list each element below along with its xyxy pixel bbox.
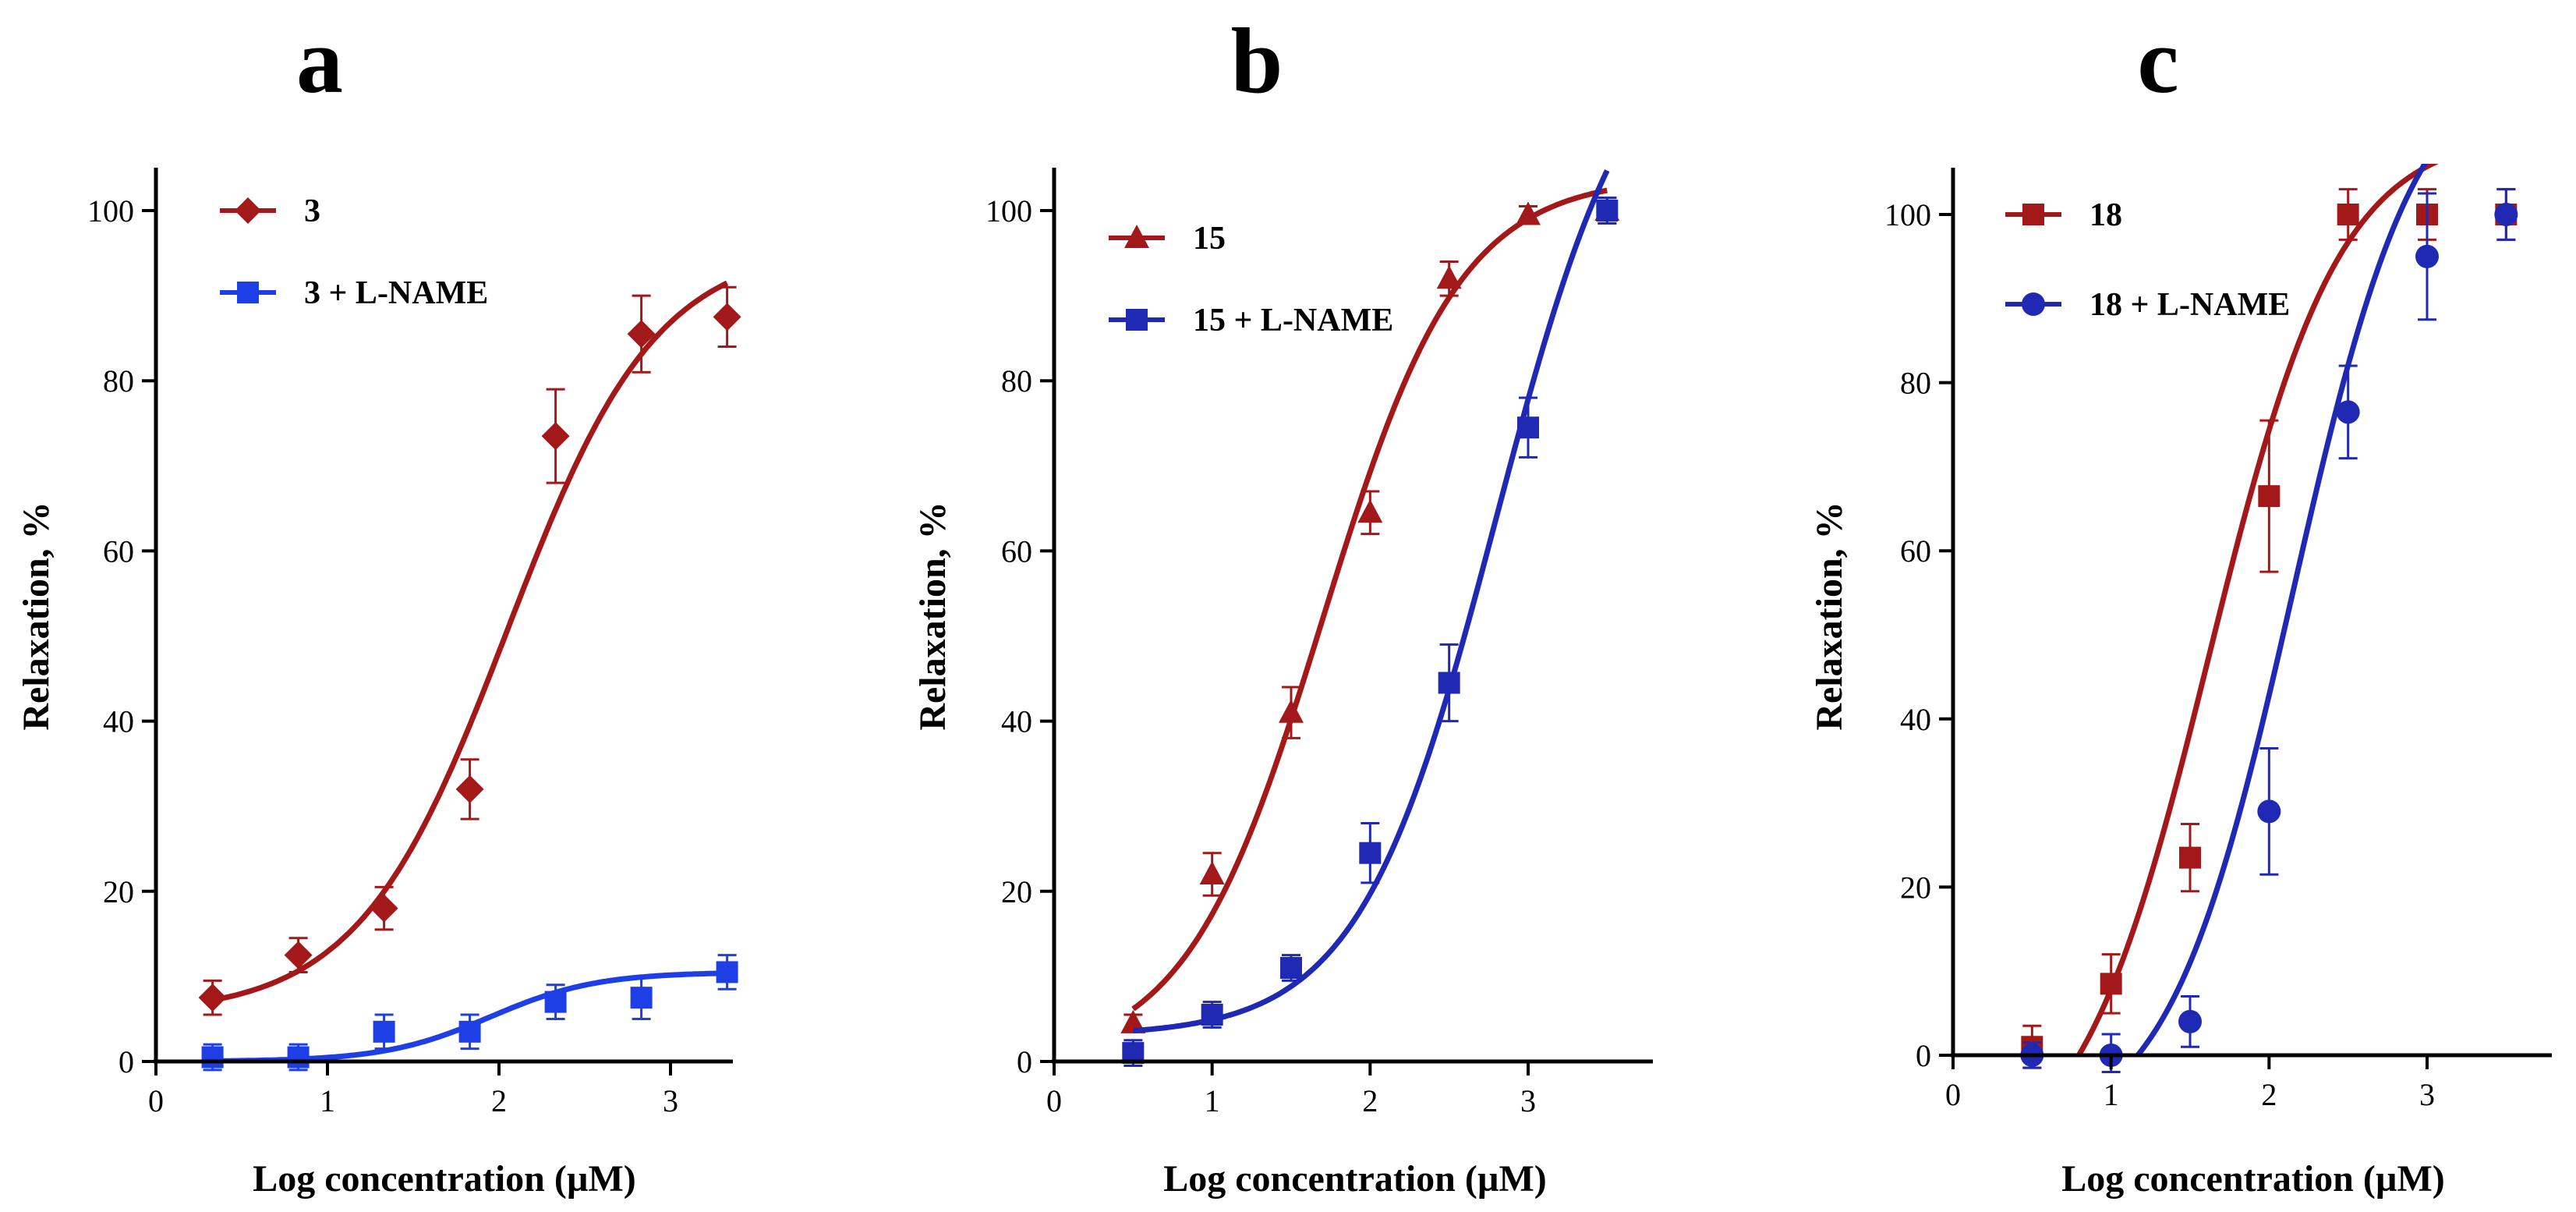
data-point-series-1: [2258, 485, 2281, 508]
data-point-series-1: [1120, 1009, 1146, 1033]
x-tick-label: 1: [1205, 1083, 1220, 1118]
data-point-series-2: [1201, 1003, 1223, 1026]
data-point-series-1: [1279, 699, 1304, 723]
legend-marker-series-1: [2005, 204, 2061, 225]
legend: 15 15 + L-NAME: [1109, 221, 1393, 338]
data-point-series-1: [370, 894, 398, 923]
panel-label-c: c: [2137, 9, 2178, 112]
data-point-series-2: [2336, 400, 2360, 424]
data-point-series-1: [455, 774, 484, 803]
x-tick-label: 0: [148, 1083, 164, 1118]
x-tick-label: 1: [320, 1083, 335, 1118]
y-tick-label: 40: [103, 704, 134, 739]
y-tick-label: 60: [1001, 533, 1032, 569]
legend-marker-series-2: [220, 282, 276, 303]
data-point-series-2: [458, 1020, 481, 1043]
data-point-series-2: [201, 1046, 224, 1068]
y-tick-label: 60: [103, 533, 134, 569]
data-point-series-1: [198, 983, 227, 1012]
y-tick-label: 20: [1900, 870, 1931, 905]
data-point-series-2: [544, 991, 567, 1013]
y-tick-label: 40: [1900, 702, 1931, 737]
x-tick-label: 3: [663, 1083, 678, 1118]
data-point-series-1: [627, 320, 656, 349]
legend-marker-series-1: [1109, 225, 1165, 248]
y-tick-label: 100: [1884, 197, 1931, 232]
data-point-series-2: [287, 1046, 310, 1068]
fit-curve-series-2: [2134, 164, 2429, 1055]
legend-label-series-1: 3: [304, 193, 320, 229]
x-tick-label: 2: [491, 1083, 507, 1118]
data-point-series-1: [1199, 860, 1225, 884]
data-point-series-2: [2494, 203, 2518, 226]
chart-panel-b: b 0 1 2 3 0 20 40 60 80 100 Log concentration (µM…: [912, 9, 1653, 1200]
legend-marker-series-2: [2005, 292, 2061, 316]
data-point-series-2: [2257, 799, 2281, 824]
data-point-series-2: [1517, 416, 1539, 439]
data-point-series-2: [716, 961, 738, 983]
y-tick-label: 80: [103, 363, 134, 399]
data-point-series-2: [1359, 842, 1382, 864]
legend-label-series-2: 15 + L-NAME: [1193, 303, 1393, 338]
x-tick-label: 3: [2419, 1077, 2435, 1112]
x-tick-label: 2: [1362, 1083, 1378, 1118]
data-point-series-2: [1280, 956, 1302, 979]
data-point-series-2: [630, 987, 653, 1009]
y-tick-label: 0: [1916, 1038, 1931, 1073]
chart-panel-a: a 0 1 2 3 0 20 40 60 80 100 Log concentration (µM…: [16, 9, 741, 1200]
data-point-series-1: [1436, 265, 1462, 289]
y-tick-label: 60: [1900, 533, 1931, 569]
data-point-series-1: [2100, 973, 2122, 995]
data-point-series-2: [373, 1020, 395, 1043]
legend-marker-series-1: [220, 197, 276, 224]
panel-label-b: b: [1231, 9, 1283, 112]
y-tick-label: 80: [1001, 363, 1032, 399]
y-tick-label: 80: [1900, 366, 1931, 401]
data-point-series-1: [541, 422, 570, 451]
legend-label-series-2: 3 + L-NAME: [304, 275, 488, 311]
y-tick-label: 0: [119, 1044, 134, 1079]
data-point-series-2: [1596, 200, 1619, 221]
legend: 3 3 + L-NAME: [220, 193, 488, 311]
data-point-series-2: [2415, 244, 2439, 268]
legend-marker-series-2: [1109, 309, 1165, 331]
y-tick-label: 40: [1001, 704, 1032, 739]
data-point-series-1: [2337, 204, 2359, 225]
legend: 18 18 + L-NAME: [2005, 197, 2290, 323]
y-axis-title: Relaxation, %: [1809, 501, 1850, 730]
x-tick-label: 1: [2104, 1077, 2119, 1112]
data-point-series-1: [2179, 846, 2201, 869]
legend-label-series-1: 15: [1193, 221, 1226, 257]
data-point-series-2: [2178, 1009, 2202, 1033]
y-tick-label: 20: [1001, 874, 1032, 909]
data-point-series-1: [284, 941, 313, 969]
y-tick-label: 0: [1017, 1044, 1032, 1079]
x-axis-title: Log concentration (µM): [2061, 1158, 2445, 1200]
legend-label-series-2: 18 + L-NAME: [2089, 287, 2290, 323]
data-point-series-2: [1438, 672, 1460, 694]
chart-panel-c: c 0 1 2 3 0 20 40 60 80 100 Log concentration (µM…: [1809, 9, 2552, 1200]
x-tick-label: 2: [2261, 1077, 2277, 1112]
x-tick-label: 0: [1945, 1077, 1961, 1112]
y-tick-label: 100: [87, 193, 134, 229]
panel-label-a: a: [296, 9, 343, 112]
legend-label-series-1: 18: [2089, 197, 2122, 233]
y-tick-label: 20: [103, 874, 134, 909]
x-axis-title: Log concentration (µM): [1163, 1158, 1547, 1200]
y-axis-title: Relaxation, %: [912, 501, 954, 730]
data-point-series-1: [1357, 499, 1383, 523]
x-tick-label: 0: [1046, 1083, 1062, 1118]
x-axis-title: Log concentration (µM): [253, 1158, 636, 1200]
data-point-series-1: [1516, 201, 1541, 225]
y-tick-label: 100: [985, 193, 1032, 229]
y-axis-title: Relaxation, %: [16, 501, 57, 730]
data-point-series-1: [713, 303, 741, 331]
x-tick-label: 3: [1520, 1083, 1536, 1118]
